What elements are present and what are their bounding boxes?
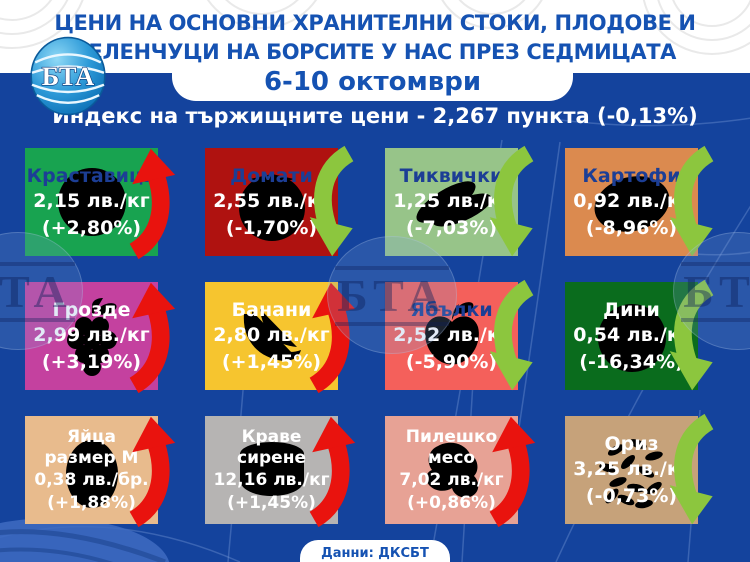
globe-lines-icon <box>31 53 105 104</box>
price-card: Краставици 2,15 лв./кг (+2,80%) <box>25 148 176 260</box>
card-product-name: Дини <box>603 298 660 321</box>
header: ЦЕНИ НА ОСНОВНИ ХРАНИТЕЛНИ СТОКИ, ПЛОДОВ… <box>0 0 750 73</box>
card-product-name: Пилешко месо <box>405 426 498 468</box>
card-change: (-1,70%) <box>225 216 318 239</box>
card-price: 0,92 лв./кг <box>573 189 690 212</box>
down-arrow-icon <box>669 145 714 257</box>
up-arrow-icon <box>129 416 176 528</box>
card-change: (+1,88%) <box>47 492 136 513</box>
card-product-name: Грозде <box>52 298 131 321</box>
source-label: Данни: ДКСБТ <box>321 546 429 561</box>
price-card: Краве сирене 12,16 лв./кг (+1,45%) <box>205 416 356 528</box>
price-card: Яйца размер М 0,38 лв./бр. (+1,88%) <box>25 416 176 528</box>
card-product-name: Домати <box>230 164 313 187</box>
cards-grid: Краставици 2,15 лв./кг (+2,80%) Домати 2… <box>25 145 714 528</box>
card-change: (-0,73%) <box>585 484 678 507</box>
card-price: 2,99 лв./кг <box>33 323 150 346</box>
down-arrow-icon <box>309 145 354 257</box>
down-arrow-icon <box>489 279 534 391</box>
card-price: 0,38 лв./бр. <box>34 469 149 490</box>
date-badge: 6-10 октомври <box>172 69 573 101</box>
up-arrow-icon <box>309 416 356 528</box>
card-product-name: Тиквички <box>399 164 504 187</box>
card-product-name: Ябълки <box>410 298 493 321</box>
up-arrow-icon <box>129 148 176 260</box>
price-card: Дини 0,54 лв./кг (-16,34%) <box>565 279 714 391</box>
up-arrow-icon <box>129 282 176 394</box>
card-change: (+0,86%) <box>407 492 496 513</box>
up-arrow-icon <box>489 416 536 528</box>
date-badge-label: 6-10 октомври <box>263 67 482 97</box>
card-change: (-5,90%) <box>405 350 498 373</box>
card-price: 0,54 лв./кг <box>573 323 690 346</box>
down-arrow-icon <box>489 145 534 257</box>
price-card: Картофи 0,92 лв./кг (-8,96%) <box>565 145 714 257</box>
card-change: (-7,03%) <box>405 216 498 239</box>
card-price: 1,25 лв./кг <box>393 189 510 212</box>
bta-logo: БТА <box>30 36 106 116</box>
card-price: 7,02 лв./кг <box>399 469 504 490</box>
card-product-name: Банани <box>231 298 312 321</box>
price-card: Пилешко месо 7,02 лв./кг (+0,86%) <box>385 416 536 528</box>
card-price: 2,80 лв./кг <box>213 323 330 346</box>
card-product-name: Краве сирене <box>237 426 306 468</box>
card-price: 2,55 лв./кг <box>213 189 330 212</box>
header-decor <box>0 0 750 55</box>
down-arrow-icon <box>669 413 714 525</box>
down-arrow-icon <box>669 279 714 391</box>
card-change: (+1,45%) <box>227 492 316 513</box>
index-bar: Индекс на тържищните цени - 2,267 пункта… <box>52 104 698 128</box>
card-price: 2,52 лв./кг <box>393 323 510 346</box>
up-arrow-icon <box>309 282 356 394</box>
page-title: ЦЕНИ НА ОСНОВНИ ХРАНИТЕЛНИ СТОКИ, ПЛОДОВ… <box>54 11 696 64</box>
price-card: Ябълки 2,52 лв./кг (-5,90%) <box>385 279 534 391</box>
price-card: Домати 2,55 лв./кг (-1,70%) <box>205 145 354 257</box>
card-change: (+2,80%) <box>41 216 142 239</box>
card-product-name: Краставици <box>26 164 157 187</box>
price-card: Ориз 3,25 лв./кг (-0,73%) <box>565 413 714 525</box>
card-price: 3,25 лв./кг <box>573 457 690 480</box>
card-price: 2,15 лв./кг <box>33 189 150 212</box>
card-price: 12,16 лв./кг <box>213 469 330 490</box>
logo-text: БТА <box>42 61 94 91</box>
card-change: (-16,34%) <box>579 350 684 373</box>
footer-source-badge: Данни: ДКСБТ <box>300 540 450 562</box>
card-change: (+1,45%) <box>221 350 322 373</box>
card-product-name: Ориз <box>604 432 659 455</box>
price-card: Банани 2,80 лв./кг (+1,45%) <box>205 282 356 394</box>
card-change: (-8,96%) <box>585 216 678 239</box>
price-card: Тиквички 1,25 лв./кг (-7,03%) <box>385 145 534 257</box>
card-product-name: Яйца размер М <box>44 426 139 468</box>
price-card: Грозде 2,99 лв./кг (+3,19%) <box>25 282 176 394</box>
card-change: (+3,19%) <box>41 350 142 373</box>
card-product-name: Картофи <box>582 164 681 187</box>
